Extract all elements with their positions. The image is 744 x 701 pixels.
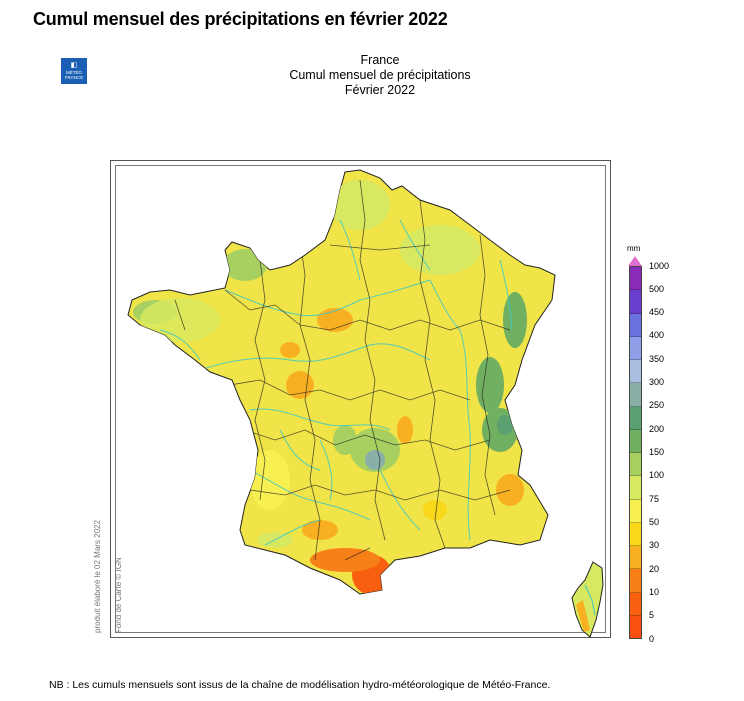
legend-label: 500 (649, 283, 665, 294)
legend-swatch (630, 383, 641, 407)
legend-label: 200 (649, 423, 665, 434)
river-network (159, 219, 513, 546)
legend-swatch (630, 290, 641, 314)
zone-rhone-dry (423, 500, 447, 520)
legend-labels: 1000 500 450 400 350 300 250 200 150 100 75 50 30 20 1… (649, 260, 689, 644)
legend-swatch (630, 615, 641, 638)
legend-color-bar (629, 266, 642, 639)
legend-label: 0 (649, 633, 655, 644)
legend-label: 400 (649, 330, 665, 341)
legend-swatch (630, 476, 641, 500)
logo-mark-icon: ◧ (70, 62, 78, 69)
zone-center-greens (333, 425, 357, 455)
map-frame (110, 160, 611, 638)
legend-label: 250 (649, 400, 665, 411)
zone-massif-central-core (365, 450, 385, 470)
zone-toulouse-dry (302, 520, 338, 540)
map-inner-frame (115, 165, 606, 633)
department-boundaries (174, 179, 511, 561)
legend-label: 20 (649, 563, 660, 574)
zone-northeast-yellowgreen (400, 225, 480, 275)
corsica (571, 561, 604, 638)
legend-swatch (630, 592, 641, 616)
legend-swatch (630, 499, 641, 523)
legend-swatch (630, 522, 641, 546)
logo-line-1: MÉTÉO (65, 70, 82, 75)
map-title-country: France (360, 53, 400, 67)
legend-label: 75 (649, 493, 660, 504)
legend-swatch (630, 360, 641, 384)
legend-swatch (630, 267, 641, 291)
meteo-france-logo: ◧ MÉTÉO FRANCE (61, 58, 87, 84)
legend-overflow-arrow-icon (628, 256, 642, 266)
legend-swatch (630, 546, 641, 570)
legend-label: 1000 (649, 260, 670, 271)
zone-vosges (503, 292, 527, 348)
legend-label: 350 (649, 353, 665, 364)
map-title-period: Février 2022 (344, 83, 416, 97)
footnote: NB : Les cumuls mensuels sont issus de l… (49, 679, 551, 691)
legend-label: 30 (649, 540, 660, 551)
zone-normandy-green (223, 249, 267, 281)
legend-label: 300 (649, 377, 665, 388)
zone-southwest-yellow (250, 450, 290, 510)
zone-bourges-dry (280, 342, 300, 358)
legend-label: 5 (649, 610, 655, 621)
legend-label: 100 (649, 470, 665, 481)
logo-line-2: FRANCE (64, 75, 84, 80)
zone-brittany-yellowgreen (140, 298, 220, 342)
page-heading: Cumul mensuel des précipitations en févr… (33, 9, 448, 29)
map-title-product: Cumul mensuel de précipitations (289, 68, 471, 82)
legend-swatch (630, 336, 641, 360)
legend-swatch (630, 453, 641, 477)
legend-swatch (630, 569, 641, 593)
zone-paris-dry (317, 308, 353, 332)
zone-burgundy-dry (397, 416, 413, 444)
legend-swatch (630, 313, 641, 337)
zone-jura (476, 357, 504, 413)
legend-swatch (630, 429, 641, 453)
map-title-block: France Cumul mensuel de précipitations F… (280, 53, 480, 98)
legend-label: 450 (649, 307, 665, 318)
legend-label: 50 (649, 516, 660, 527)
legend-label: 10 (649, 586, 660, 597)
legend-unit: mm (627, 244, 641, 253)
zone-alps-core (497, 415, 513, 435)
legend-label: 150 (649, 447, 665, 457)
corsica-river (584, 584, 596, 616)
corsica-west-dry (576, 600, 590, 632)
legend-swatch (630, 406, 641, 430)
zone-north-yellowgreen (330, 180, 390, 230)
